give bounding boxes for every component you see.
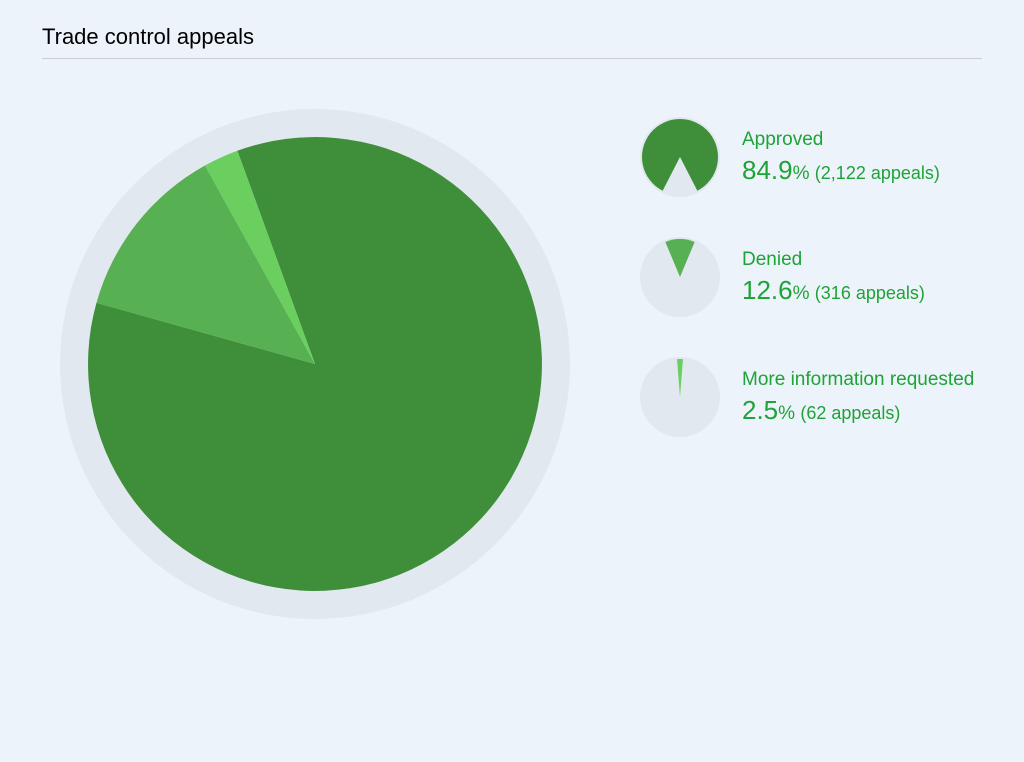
legend-row-denied: Denied 12.6% (316 appeals): [640, 237, 974, 317]
main-pie-svg: [60, 109, 570, 619]
mini-pie-svg: [640, 237, 720, 317]
legend-percent-sign: %: [778, 403, 800, 424]
legend: Approved 84.9% (2,122 appeals) Denied 12.6%…: [640, 117, 974, 477]
legend-value-line: 84.9% (2,122 appeals): [742, 155, 940, 186]
mini-pie-slice: [665, 239, 694, 277]
legend-text: Approved 84.9% (2,122 appeals): [742, 129, 940, 186]
legend-label: Approved: [742, 129, 940, 151]
legend-percent: 84.9: [742, 155, 793, 185]
legend-text: More information requested 2.5% (62 appea…: [742, 369, 974, 426]
legend-label: More information requested: [742, 369, 974, 391]
legend-row-more_info: More information requested 2.5% (62 appea…: [640, 357, 974, 437]
mini-pie-slice: [677, 359, 683, 397]
legend-value-line: 2.5% (62 appeals): [742, 395, 974, 426]
chart-content: Approved 84.9% (2,122 appeals) Denied 12.6%…: [42, 109, 982, 619]
legend-label: Denied: [742, 249, 925, 271]
main-pie-chart: [60, 109, 570, 619]
mini-pie-svg: [640, 357, 720, 437]
mini-pie-more_info: [640, 357, 720, 437]
legend-percent: 2.5: [742, 395, 778, 425]
legend-count: (316 appeals): [815, 283, 925, 303]
legend-count: (62 appeals): [800, 403, 900, 423]
legend-percent: 12.6: [742, 275, 793, 305]
mini-pie-denied: [640, 237, 720, 317]
mini-pie-slice: [642, 119, 718, 191]
legend-text: Denied 12.6% (316 appeals): [742, 249, 925, 306]
mini-pie-approved: [640, 117, 720, 197]
legend-percent-sign: %: [793, 163, 815, 184]
legend-count: (2,122 appeals): [815, 163, 940, 183]
legend-row-approved: Approved 84.9% (2,122 appeals): [640, 117, 974, 197]
chart-title: Trade control appeals: [42, 24, 982, 59]
mini-pie-svg: [640, 117, 720, 197]
legend-percent-sign: %: [793, 283, 815, 304]
legend-value-line: 12.6% (316 appeals): [742, 275, 925, 306]
